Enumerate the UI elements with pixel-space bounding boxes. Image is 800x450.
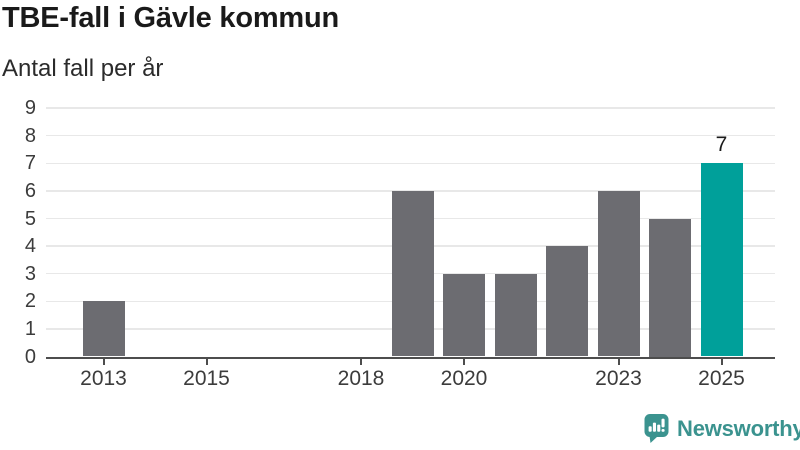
x-axis-tick — [720, 359, 723, 365]
y-axis-label: 6 — [24, 179, 36, 202]
x-axis-label: 2018 — [337, 367, 385, 390]
gridline — [46, 162, 775, 165]
bar-2022 — [546, 246, 588, 357]
x-axis-line — [46, 356, 775, 359]
brand-footer-link[interactable]: Newsworthy — [644, 413, 800, 445]
value-label: 7 — [715, 133, 728, 157]
x-axis-label: 2025 — [698, 367, 745, 390]
x-axis-tick — [463, 359, 465, 365]
x-axis-label: 2015 — [183, 367, 230, 390]
y-axis-label: 5 — [24, 207, 36, 230]
y-axis-label: 1 — [24, 317, 36, 340]
y-axis-label: 3 — [24, 262, 36, 285]
y-axis-label: 2 — [24, 290, 36, 313]
bar-2023 — [597, 190, 640, 357]
bar-2013 — [82, 301, 125, 357]
x-axis-tick — [205, 359, 208, 365]
bar-2019 — [391, 190, 434, 357]
bar-2025 — [700, 163, 743, 357]
x-axis-label: 2013 — [80, 367, 127, 390]
chart-title: TBE-fall i Gävle kommun — [2, 2, 340, 34]
x-axis-tick — [617, 359, 620, 365]
brand-name: Newsworthy — [677, 416, 800, 441]
gridline — [46, 107, 775, 109]
y-axis-label: 4 — [24, 235, 36, 258]
chart-subtitle: Antal fall per år — [2, 55, 164, 82]
bar-2024 — [649, 218, 691, 357]
y-axis-label: 7 — [24, 152, 36, 175]
y-axis-label: 8 — [24, 124, 36, 147]
y-axis-label: 0 — [24, 345, 36, 368]
x-axis-label: 2023 — [595, 367, 642, 390]
x-axis-tick — [102, 359, 105, 365]
bar-2021 — [494, 273, 537, 357]
y-axis-label: 9 — [24, 97, 36, 120]
newsworthy-logo-icon — [644, 414, 669, 443]
x-axis-label: 2020 — [440, 367, 488, 390]
gridline — [46, 134, 775, 137]
x-axis-tick — [360, 359, 362, 365]
bar-2020 — [443, 273, 485, 357]
